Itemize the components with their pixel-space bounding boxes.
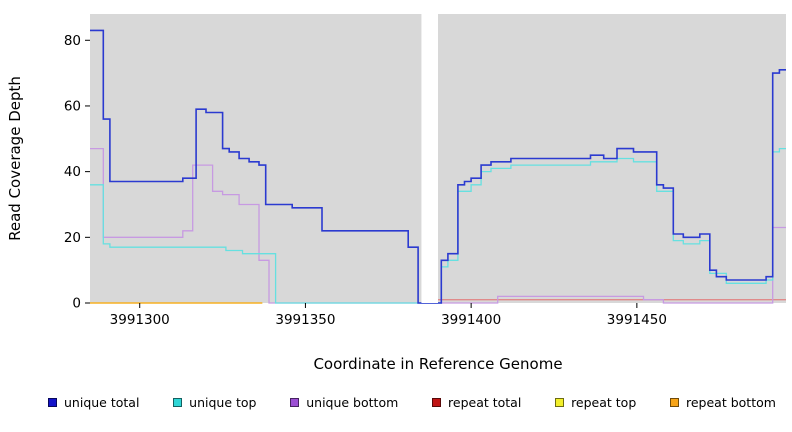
unique-top-swatch-icon — [173, 398, 183, 407]
legend-item-repeat-total: repeat total — [432, 395, 521, 410]
legend-item-repeat-bottom: repeat bottom — [670, 395, 776, 410]
legend-item-unique-bottom: unique bottom — [290, 395, 398, 410]
svg-text:80: 80 — [64, 33, 81, 49]
svg-text:20: 20 — [64, 230, 81, 246]
legend-label-repeat-bottom: repeat bottom — [686, 395, 776, 410]
unique-bottom-swatch-icon — [290, 398, 300, 407]
legend-label-repeat-top: repeat top — [571, 395, 637, 410]
legend-item-repeat-top: repeat top — [555, 395, 636, 410]
repeat-top-swatch-icon — [555, 398, 565, 407]
svg-text:3991350: 3991350 — [275, 312, 335, 328]
unique-total-swatch-icon — [48, 398, 57, 407]
legend-label-unique-total: unique total — [64, 395, 140, 410]
svg-text:Read Coverage Depth: Read Coverage Depth — [6, 76, 24, 241]
legend-item-unique-total: unique total — [48, 395, 139, 410]
svg-text:3991400: 3991400 — [441, 312, 501, 328]
svg-text:0: 0 — [72, 296, 81, 312]
legend-label-unique-bottom: unique bottom — [306, 395, 399, 410]
legend-label-unique-top: unique top — [189, 395, 257, 410]
coverage-chart: 3991300 3991350 3991400 3991450 0 20 40 60 80 Coo… — [6, 14, 786, 373]
chart-legend: unique total unique top unique bottom re… — [0, 395, 792, 410]
svg-text:Coordinate in Reference Genome: Coordinate in Reference Genome — [313, 355, 562, 373]
repeat-bottom-swatch-icon — [670, 398, 679, 407]
repeat-total-swatch-icon — [432, 398, 442, 407]
svg-text:3991300: 3991300 — [110, 312, 170, 328]
svg-text:3991450: 3991450 — [607, 312, 667, 328]
svg-text:40: 40 — [64, 164, 81, 180]
legend-item-unique-top: unique top — [173, 395, 256, 410]
svg-text:60: 60 — [64, 98, 81, 114]
legend-label-repeat-total: repeat total — [448, 395, 522, 410]
